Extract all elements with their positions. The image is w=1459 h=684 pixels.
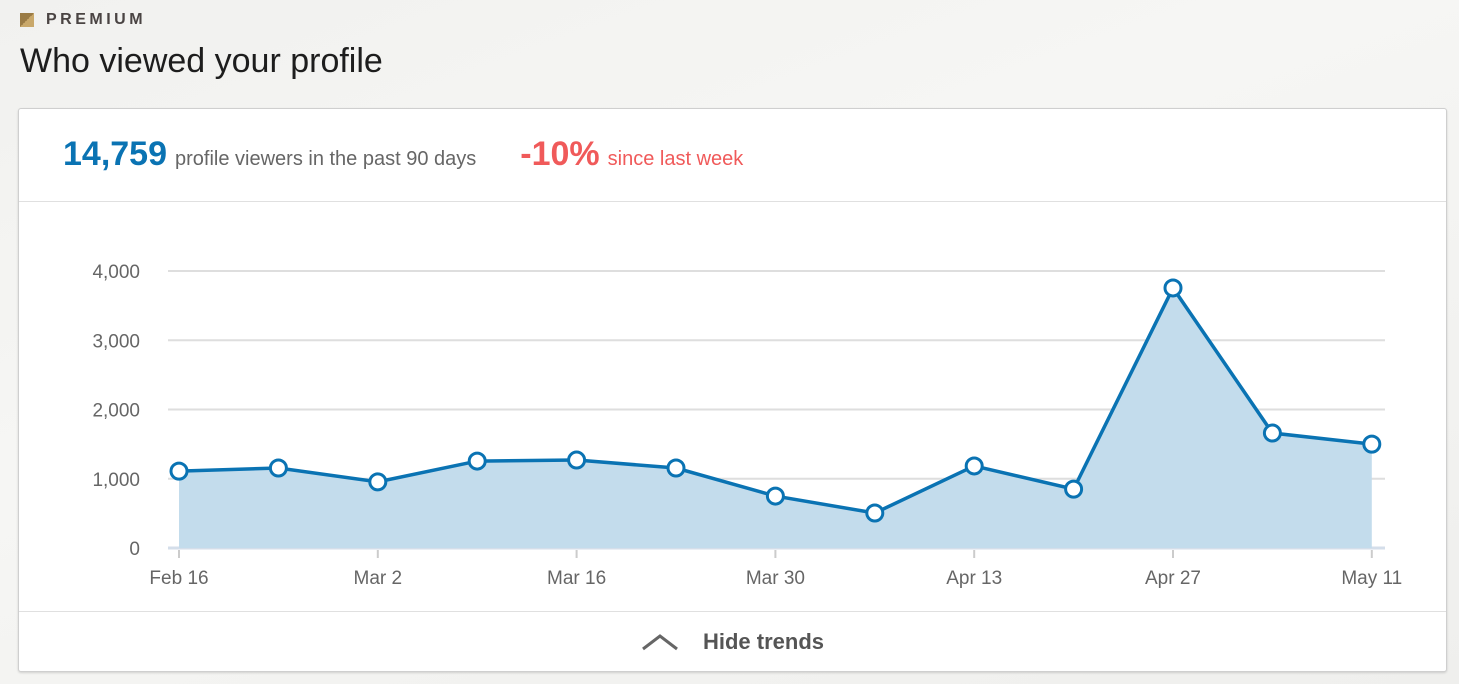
data-point — [169, 461, 189, 481]
data-point — [666, 458, 686, 478]
x-tick-label: Apr 27 — [1145, 568, 1201, 589]
y-tick-label: 0 — [129, 539, 140, 560]
page-title: Who viewed your profile — [20, 42, 383, 80]
data-point — [368, 472, 388, 492]
area-fill — [179, 287, 1372, 548]
x-tick-label: Feb 16 — [149, 568, 208, 589]
y-tick-label: 2,000 — [92, 401, 140, 422]
data-point — [1064, 479, 1084, 499]
x-tick-label: Mar 30 — [746, 568, 805, 589]
x-tick-label: Mar 16 — [547, 568, 606, 589]
data-point — [1262, 423, 1282, 443]
premium-icon — [20, 13, 34, 27]
hide-trends-button[interactable]: Hide trends — [19, 612, 1446, 671]
change-label: since last week — [607, 148, 744, 170]
data-point — [865, 503, 885, 523]
hide-trends-label: Hide trends — [702, 628, 825, 654]
profile-views-card: 14,759 profile viewers in the past 90 da… — [18, 108, 1447, 672]
divider — [19, 201, 1446, 202]
data-point — [567, 450, 587, 470]
data-point — [964, 456, 984, 476]
y-tick-label: 1,000 — [92, 470, 140, 491]
x-tick-label: Mar 2 — [354, 568, 403, 589]
data-point — [268, 458, 288, 478]
x-tick-label: May 11 — [1341, 568, 1402, 589]
y-tick-label: 3,000 — [92, 331, 140, 352]
premium-label: PREMIUM — [46, 11, 147, 28]
data-point — [467, 451, 487, 471]
change-percent: -10% — [520, 135, 600, 173]
viewer-count-label: profile viewers in the past 90 days — [175, 148, 477, 170]
data-point — [1362, 434, 1382, 454]
viewer-count: 14,759 — [63, 135, 167, 173]
summary: 14,759 profile viewers in the past 90 da… — [63, 135, 743, 174]
y-tick-label: 4,000 — [92, 262, 140, 283]
premium-badge: PREMIUM — [20, 11, 146, 29]
divider — [19, 611, 1446, 612]
x-tick-label: Apr 13 — [946, 568, 1002, 589]
chevron-up-icon — [642, 633, 678, 650]
data-point — [1163, 278, 1183, 298]
data-point — [765, 486, 785, 506]
views-chart: 0 1,000 2,000 3,000 4,000 Feb 16 Mar 2 Mar 16 Ma… — [92, 262, 1402, 589]
